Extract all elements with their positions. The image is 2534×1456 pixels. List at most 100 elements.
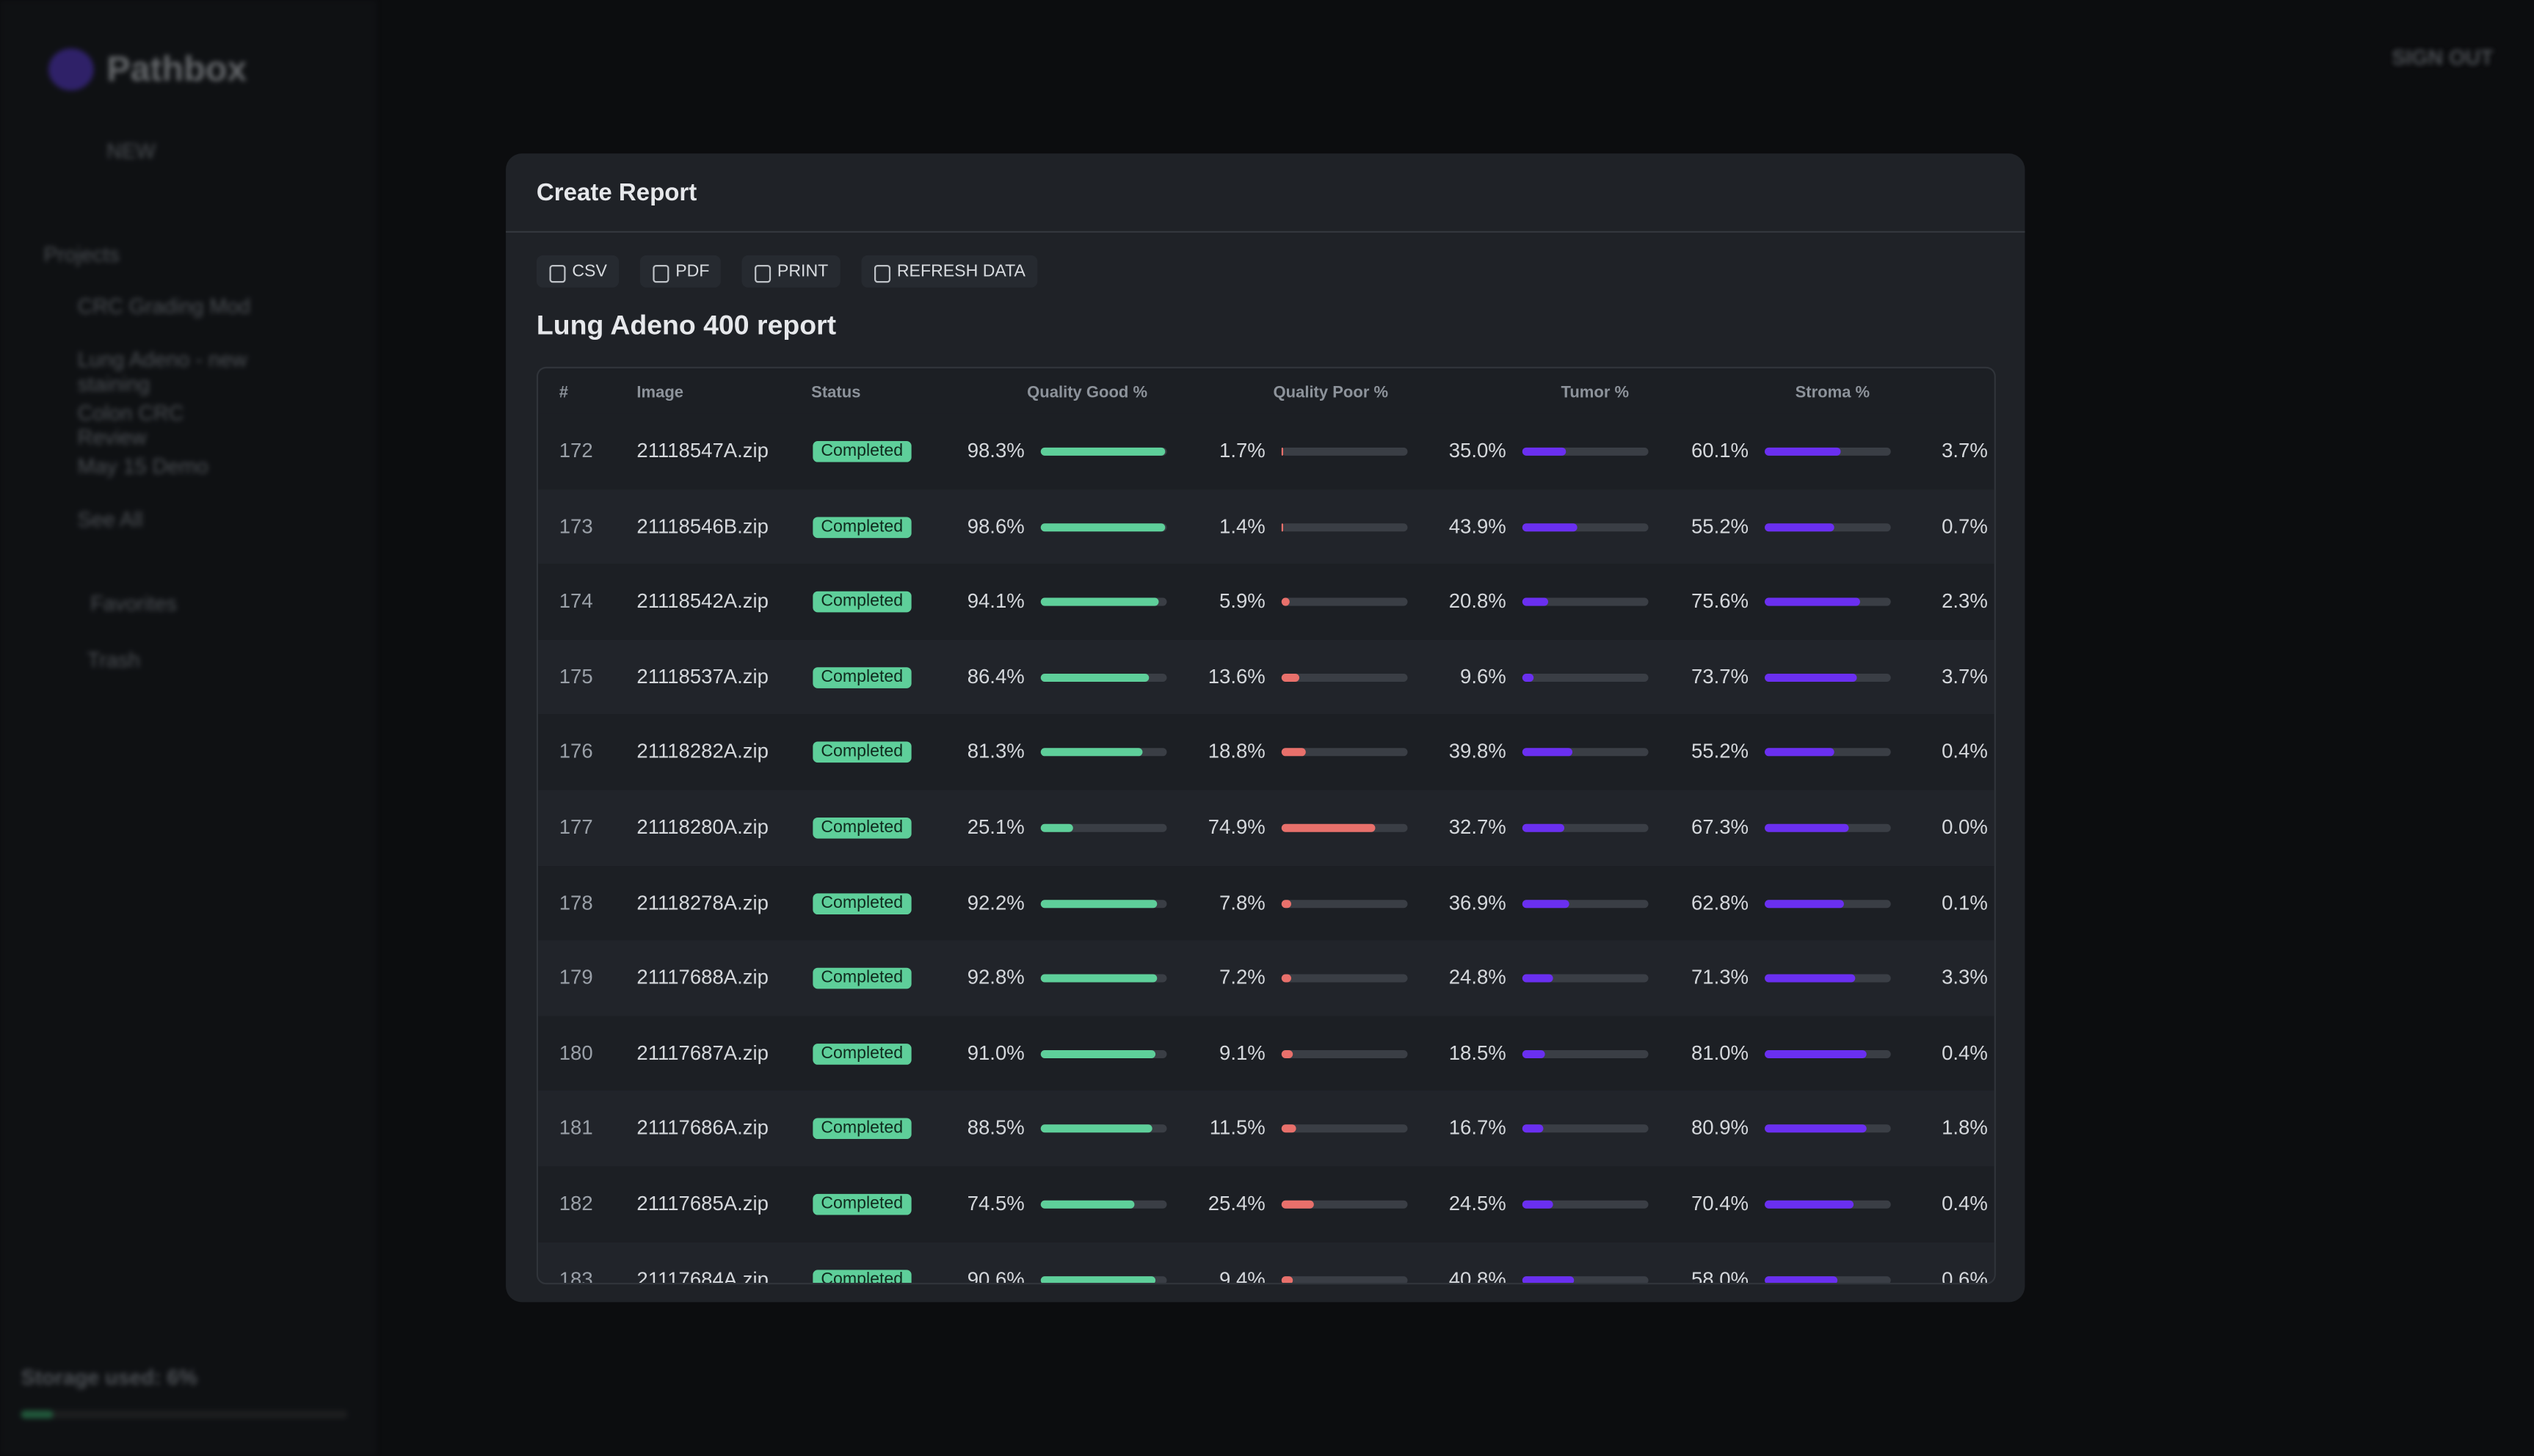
column-header[interactable]: Stroma %	[1795, 384, 1870, 403]
status-badge: Completed	[813, 666, 912, 688]
status-badge: Completed	[813, 1193, 912, 1215]
row-number: 176	[559, 740, 593, 763]
bar-track	[1522, 974, 1649, 983]
bar-fill	[1281, 673, 1299, 682]
project-item[interactable]: See All	[77, 507, 143, 532]
bar-track	[1040, 1125, 1167, 1134]
project-item[interactable]: Colon CRC Review	[77, 400, 184, 450]
percent-value: 74.5%	[967, 1192, 1025, 1215]
status-badge: Completed	[813, 817, 912, 839]
column-header[interactable]: Quality Good %	[1027, 384, 1148, 403]
table-row: 176 21118282A.zip Completed 81.3% 18.8% 39.8%…	[538, 714, 1994, 790]
project-item[interactable]: CRC Grading Mod	[77, 294, 251, 318]
percent-value: 24.5%	[1448, 1192, 1506, 1215]
print-button[interactable]: PRINT	[741, 255, 840, 288]
percent-value: 3.7%	[1942, 439, 1988, 462]
bar-fill	[1522, 447, 1566, 456]
bar-track	[1522, 749, 1649, 757]
percent-value: 11.5%	[1209, 1117, 1266, 1140]
image-name: 21118537A.zip	[636, 665, 769, 688]
percent-value: 20.8%	[1448, 589, 1506, 613]
sign-out[interactable]: SIGN OUT	[2392, 45, 2494, 70]
bar-fill	[1040, 1049, 1156, 1058]
bar-track	[1040, 749, 1167, 757]
image-name: 21118280A.zip	[636, 815, 769, 839]
refresh-button[interactable]: REFRESH DATA	[861, 255, 1037, 288]
bar-fill	[1522, 1125, 1544, 1134]
bar-track	[1281, 1200, 1408, 1209]
image-name: 21118547A.zip	[636, 439, 769, 462]
bar-fill	[1281, 1275, 1293, 1283]
pdf-button[interactable]: PDF	[639, 255, 721, 288]
bar-track	[1765, 1275, 1891, 1283]
percent-value: 0.7%	[1942, 514, 1988, 538]
table-row: 173 21118546B.zip Completed 98.6% 1.4% 43.9% 5…	[538, 489, 1994, 564]
project-item[interactable]: Lung Adeno - new staining	[77, 347, 247, 396]
bar-fill	[1522, 974, 1554, 983]
project-item[interactable]: May 15 Demo	[77, 454, 208, 478]
percent-value: 0.1%	[1942, 891, 1988, 914]
percent-value: 0.4%	[1942, 1192, 1988, 1215]
percent-value: 9.1%	[1219, 1041, 1266, 1065]
bar-fill	[1765, 673, 1858, 682]
percent-value: 5.9%	[1219, 589, 1266, 613]
percent-value: 80.9%	[1691, 1117, 1749, 1140]
bar-track	[1040, 899, 1167, 908]
percent-value: 0.4%	[1942, 740, 1988, 763]
percent-value: 25.1%	[967, 815, 1025, 839]
column-header[interactable]: Image	[636, 384, 684, 403]
percent-value: 7.2%	[1219, 966, 1266, 989]
brand: Pathbox	[106, 48, 247, 90]
bar-track	[1040, 447, 1167, 456]
bar-track	[1765, 447, 1891, 456]
percent-value: 67.3%	[1691, 815, 1749, 839]
csv-button[interactable]: CSV	[536, 255, 619, 288]
column-header[interactable]: Status	[811, 384, 861, 403]
image-name: 21118282A.zip	[636, 740, 769, 763]
bar-fill	[1522, 673, 1535, 682]
bar-fill	[1281, 823, 1376, 832]
bar-fill	[1765, 447, 1841, 456]
bar-track	[1522, 823, 1649, 832]
table-row: 180 21117687A.zip Completed 91.0% 9.1% 18.5% 8…	[538, 1016, 1994, 1091]
bar-fill	[1040, 447, 1165, 456]
percent-value: 3.3%	[1942, 966, 1988, 989]
status-badge: Completed	[813, 742, 912, 763]
trash[interactable]: Trash	[87, 647, 140, 672]
status-badge: Completed	[813, 1043, 912, 1065]
bar-fill	[1281, 974, 1291, 983]
table-row: 182 21117685A.zip Completed 74.5% 25.4% 24.5%…	[538, 1166, 1994, 1242]
status-badge: Completed	[813, 892, 912, 914]
storage-fill	[21, 1410, 54, 1419]
bar-fill	[1281, 1200, 1314, 1209]
row-number: 183	[559, 1267, 593, 1285]
image-name: 21117685A.zip	[636, 1192, 769, 1215]
percent-value: 1.8%	[1942, 1117, 1988, 1140]
column-header[interactable]: Tumor %	[1561, 384, 1630, 403]
column-header[interactable]: #	[559, 384, 568, 403]
bar-fill	[1040, 1275, 1155, 1283]
new-button[interactable]: NEW	[106, 139, 156, 164]
bar-track	[1522, 673, 1649, 682]
bar-track	[1281, 974, 1408, 983]
percent-value: 9.4%	[1219, 1267, 1266, 1285]
percent-value: 2.3%	[1942, 589, 1988, 613]
percent-value: 18.5%	[1448, 1041, 1506, 1065]
table-row: 183 21117684A.zip Completed 90.6% 9.4% 40.8% 5…	[538, 1242, 1994, 1285]
row-number: 175	[559, 665, 593, 688]
image-name: 21117688A.zip	[636, 966, 769, 989]
bar-fill	[1522, 1049, 1546, 1058]
bar-fill	[1765, 749, 1834, 757]
percent-value: 1.4%	[1219, 514, 1266, 538]
bar-fill	[1281, 1125, 1296, 1134]
bar-track	[1765, 899, 1891, 908]
favorites[interactable]: Favorites	[90, 591, 177, 616]
column-header[interactable]: Quality Poor %	[1273, 384, 1389, 403]
bar-track	[1281, 899, 1408, 908]
percent-value: 0.6%	[1942, 1267, 1988, 1285]
percent-value: 40.8%	[1448, 1267, 1506, 1285]
table-row: 175 21118537A.zip Completed 86.4% 13.6% 9.6% 7…	[538, 639, 1994, 715]
percent-value: 0.4%	[1942, 1041, 1988, 1065]
bar-track	[1765, 1200, 1891, 1209]
bar-track	[1765, 597, 1891, 606]
